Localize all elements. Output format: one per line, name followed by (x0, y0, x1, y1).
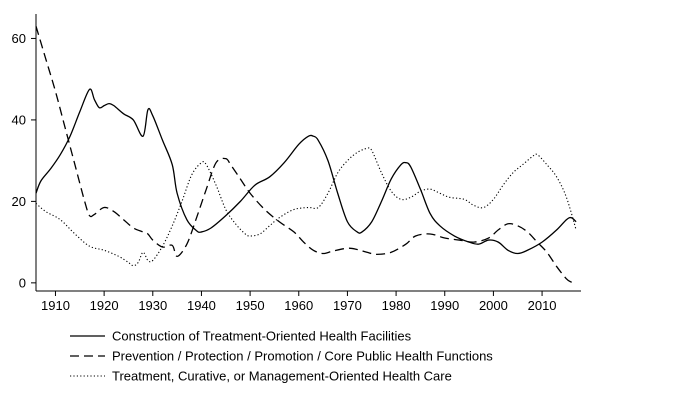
series-line-dashed (35, 26, 577, 284)
x-tick-label: 1910 (41, 298, 70, 313)
x-tick-label: 2000 (479, 298, 508, 313)
plot-area: 0 20 40 60 1910 1920 1930 1940 1950 1960 1970 1980… (12, 14, 581, 313)
y-ticks: 0 20 40 60 (12, 31, 36, 290)
legend: Construction of Treatment-Oriented Healt… (70, 329, 493, 384)
series-line-solid (35, 88, 577, 255)
y-tick-label: 60 (12, 31, 26, 46)
x-tick-label: 1970 (333, 298, 362, 313)
y-tick-label: 0 (19, 275, 26, 290)
y-tick-label: 40 (12, 112, 26, 127)
series-lines (35, 26, 577, 284)
x-tick-label: 2010 (528, 298, 557, 313)
x-tick-label: 1980 (382, 298, 411, 313)
y-tick-label: 20 (12, 194, 26, 209)
x-tick-label: 1920 (90, 298, 119, 313)
x-tick-label: 1990 (430, 298, 459, 313)
x-tick-label: 1950 (236, 298, 265, 313)
legend-label: Construction of Treatment-Oriented Healt… (112, 329, 412, 344)
x-tick-label: 1930 (138, 298, 167, 313)
legend-label: Treatment, Curative, or Management-Orien… (112, 369, 452, 384)
x-ticks: 1910 1920 1930 1940 1950 1960 1970 1980 1990 2000… (41, 291, 557, 313)
series-line-dotted (35, 147, 577, 267)
x-tick-label: 1940 (187, 298, 216, 313)
legend-label: Prevention / Protection / Promotion / Co… (112, 349, 493, 364)
x-tick-label: 1960 (284, 298, 313, 313)
